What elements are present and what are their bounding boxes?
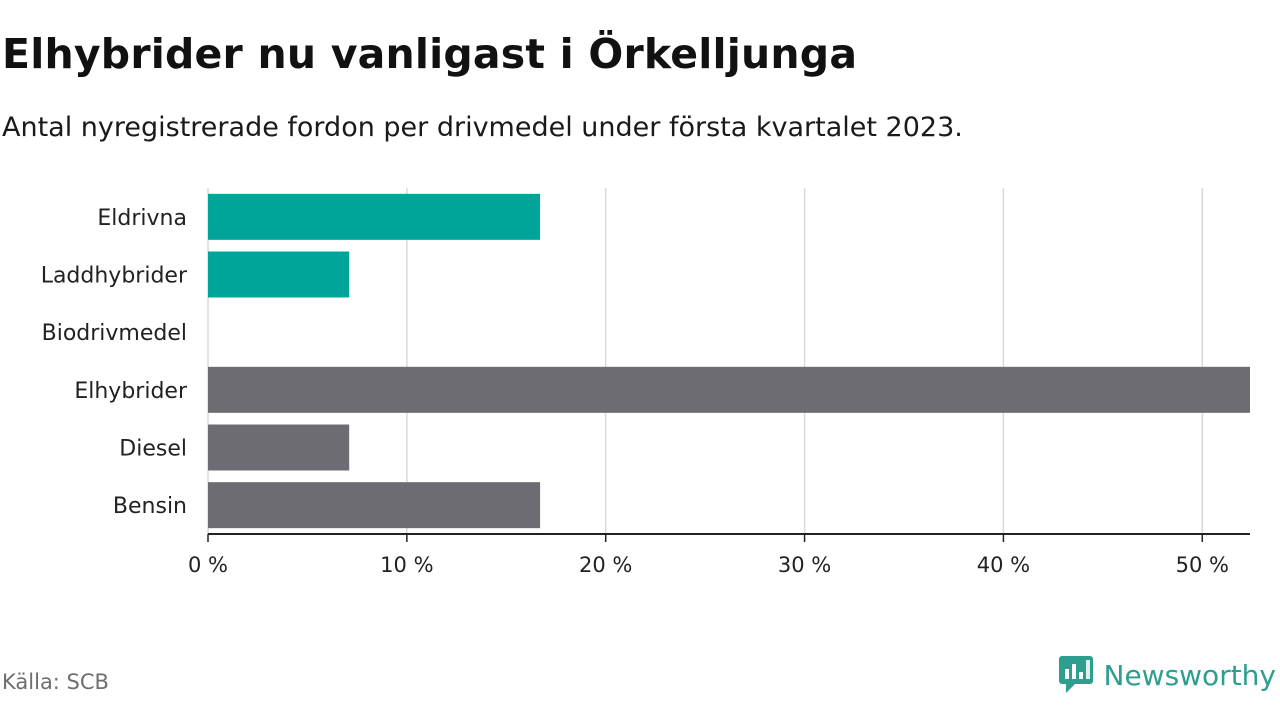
category-label: Elhybrider xyxy=(74,379,188,404)
brand-name: Newsworthy xyxy=(1103,658,1277,692)
brand-logo[interactable]: Newsworthy xyxy=(1058,655,1277,695)
source-note: Källa: SCB xyxy=(2,670,109,694)
x-tick-label: 10 % xyxy=(380,553,433,577)
category-label: Bensin xyxy=(113,494,187,519)
gridlines xyxy=(207,188,1204,534)
x-tick-label: 30 % xyxy=(778,553,831,577)
bar-laddhybrider xyxy=(208,251,350,298)
bar-diesel xyxy=(208,424,350,471)
x-axis: 0 % 10 % 20 % 30 % 40 % 50 % xyxy=(188,533,1250,577)
bars xyxy=(208,193,1250,529)
chart-subtitle: Antal nyregistrerade fordon per drivmede… xyxy=(2,112,963,143)
x-tick-label: 50 % xyxy=(1176,553,1229,577)
bar-eldrivna xyxy=(208,193,541,240)
category-labels: Eldrivna Laddhybrider Biodrivmedel Elhybrid… xyxy=(41,206,188,519)
category-label: Laddhybrider xyxy=(41,264,188,289)
category-label: Diesel xyxy=(119,437,187,462)
x-tick-label: 40 % xyxy=(977,553,1030,577)
bar-bensin xyxy=(208,482,541,529)
newsworthy-logo-icon xyxy=(1058,656,1093,693)
bar-elhybrider xyxy=(208,366,1250,413)
bar-chart: Eldrivna Laddhybrider Biodrivmedel Elhybrid… xyxy=(41,188,1250,577)
chart-title: Elhybrider nu vanligast i Örkelljunga xyxy=(2,30,858,78)
x-tick-label: 20 % xyxy=(579,553,632,577)
category-label: Eldrivna xyxy=(97,206,187,231)
x-tick-label: 0 % xyxy=(188,553,228,577)
category-label: Biodrivmedel xyxy=(42,321,187,346)
